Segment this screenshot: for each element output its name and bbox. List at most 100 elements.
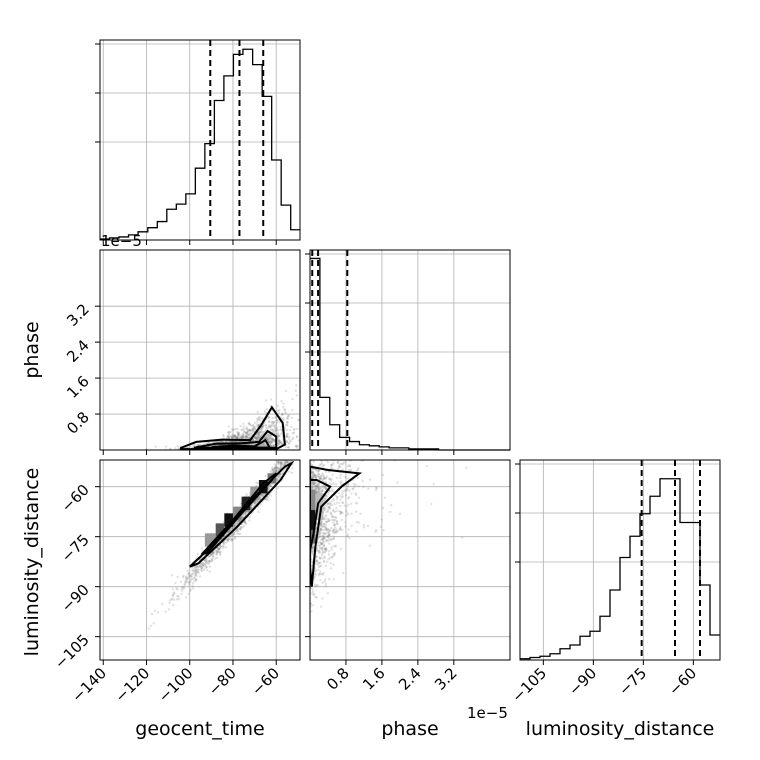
scatter-point (268, 416, 271, 419)
scatter-point (248, 423, 251, 426)
scatter-point (347, 496, 351, 499)
scatter-point (244, 512, 247, 515)
scatter-point (322, 537, 326, 540)
scatter-point (328, 429, 330, 431)
scatter-point (332, 531, 335, 535)
scatter-point (318, 477, 322, 481)
scatter-point (285, 435, 289, 438)
scatter-point (327, 542, 331, 545)
scatter-point (322, 474, 325, 477)
scatter-point (330, 479, 333, 482)
scatter-point (258, 431, 262, 434)
scatter-point (323, 486, 327, 489)
scatter-point (360, 460, 363, 463)
scatter-point (227, 435, 231, 439)
scatter-point (290, 453, 292, 455)
scatter-point (197, 571, 200, 575)
scatter-point (216, 549, 219, 552)
scatter-point (215, 552, 218, 556)
scatter-point (332, 521, 335, 524)
scatter-point (280, 462, 283, 465)
scatter-point (289, 457, 291, 459)
scatter-point (336, 530, 339, 533)
scatter-point (339, 498, 342, 502)
scatter-point (323, 580, 326, 583)
scatter-point (329, 507, 332, 510)
scatter-point (211, 559, 214, 562)
scatter-point (276, 428, 279, 431)
scatter-point (267, 487, 270, 490)
scatter-point (267, 439, 270, 442)
scatter-point (280, 465, 283, 469)
scatter-point (341, 528, 344, 532)
scatter-point (286, 455, 288, 457)
scatter-point (262, 424, 265, 427)
scatter-point (242, 435, 245, 438)
scatter-point (184, 581, 188, 584)
scatter-point (219, 545, 222, 548)
scatter-point (312, 481, 315, 484)
scatter-point (325, 514, 328, 517)
scatter-point (256, 482, 259, 485)
scatter-point (271, 438, 275, 442)
scatter-point (330, 482, 334, 486)
scatter-point (379, 407, 381, 409)
scatter-point (210, 557, 213, 561)
scatter-point (338, 456, 340, 458)
scatter-point (330, 546, 333, 549)
scatter-point (187, 573, 190, 577)
scatter-point (324, 480, 327, 484)
scatter-point (230, 527, 233, 530)
scatter-point (346, 497, 350, 500)
scatter-point (230, 440, 233, 443)
scatter-point (238, 527, 242, 531)
scatter-point (238, 436, 242, 440)
scatter-point (317, 573, 321, 576)
scatter-point (311, 485, 314, 488)
scatter-point (320, 543, 323, 546)
scatter-point (316, 486, 320, 490)
scatter-point (314, 485, 317, 488)
scatter-point (282, 470, 285, 473)
scatter-point (319, 579, 322, 582)
scatter-point (271, 466, 274, 469)
scatter-point (375, 486, 378, 490)
scatter-point (314, 485, 318, 488)
scatter-point (285, 460, 288, 464)
scatter-point (322, 544, 325, 548)
scatter-point (278, 460, 282, 464)
scatter-point (334, 531, 337, 535)
scatter-point (241, 516, 244, 520)
scatter-point (280, 454, 282, 456)
scatter-point (322, 545, 326, 548)
scatter-point (333, 519, 336, 522)
scatter-point (321, 547, 324, 550)
scatter-point (304, 446, 306, 448)
scatter-point (233, 524, 237, 527)
scatter-point (346, 511, 349, 514)
scatter-point (321, 531, 325, 535)
scatter-point (338, 528, 341, 532)
scatter-point (187, 572, 190, 575)
scatter-point (241, 436, 245, 439)
scatter-point (269, 494, 272, 497)
scatter-point (189, 580, 192, 583)
scatter-point (245, 435, 249, 438)
scatter-point (184, 575, 188, 579)
scatter-point (204, 562, 207, 566)
scatter-point (274, 423, 277, 427)
scatter-point (270, 436, 273, 439)
scatter-point (324, 547, 327, 550)
scatter-point (242, 524, 246, 528)
scatter-point (317, 472, 321, 476)
scatter-point (341, 490, 344, 493)
scatter-point (205, 565, 209, 569)
scatter-point (274, 471, 277, 474)
scatter-point (321, 597, 324, 600)
scatter-point (314, 573, 317, 576)
scatter-point (343, 457, 345, 459)
scatter-point (245, 426, 248, 429)
scatter-point (263, 436, 267, 439)
scatter-point (205, 561, 209, 564)
scatter-point (204, 565, 208, 568)
